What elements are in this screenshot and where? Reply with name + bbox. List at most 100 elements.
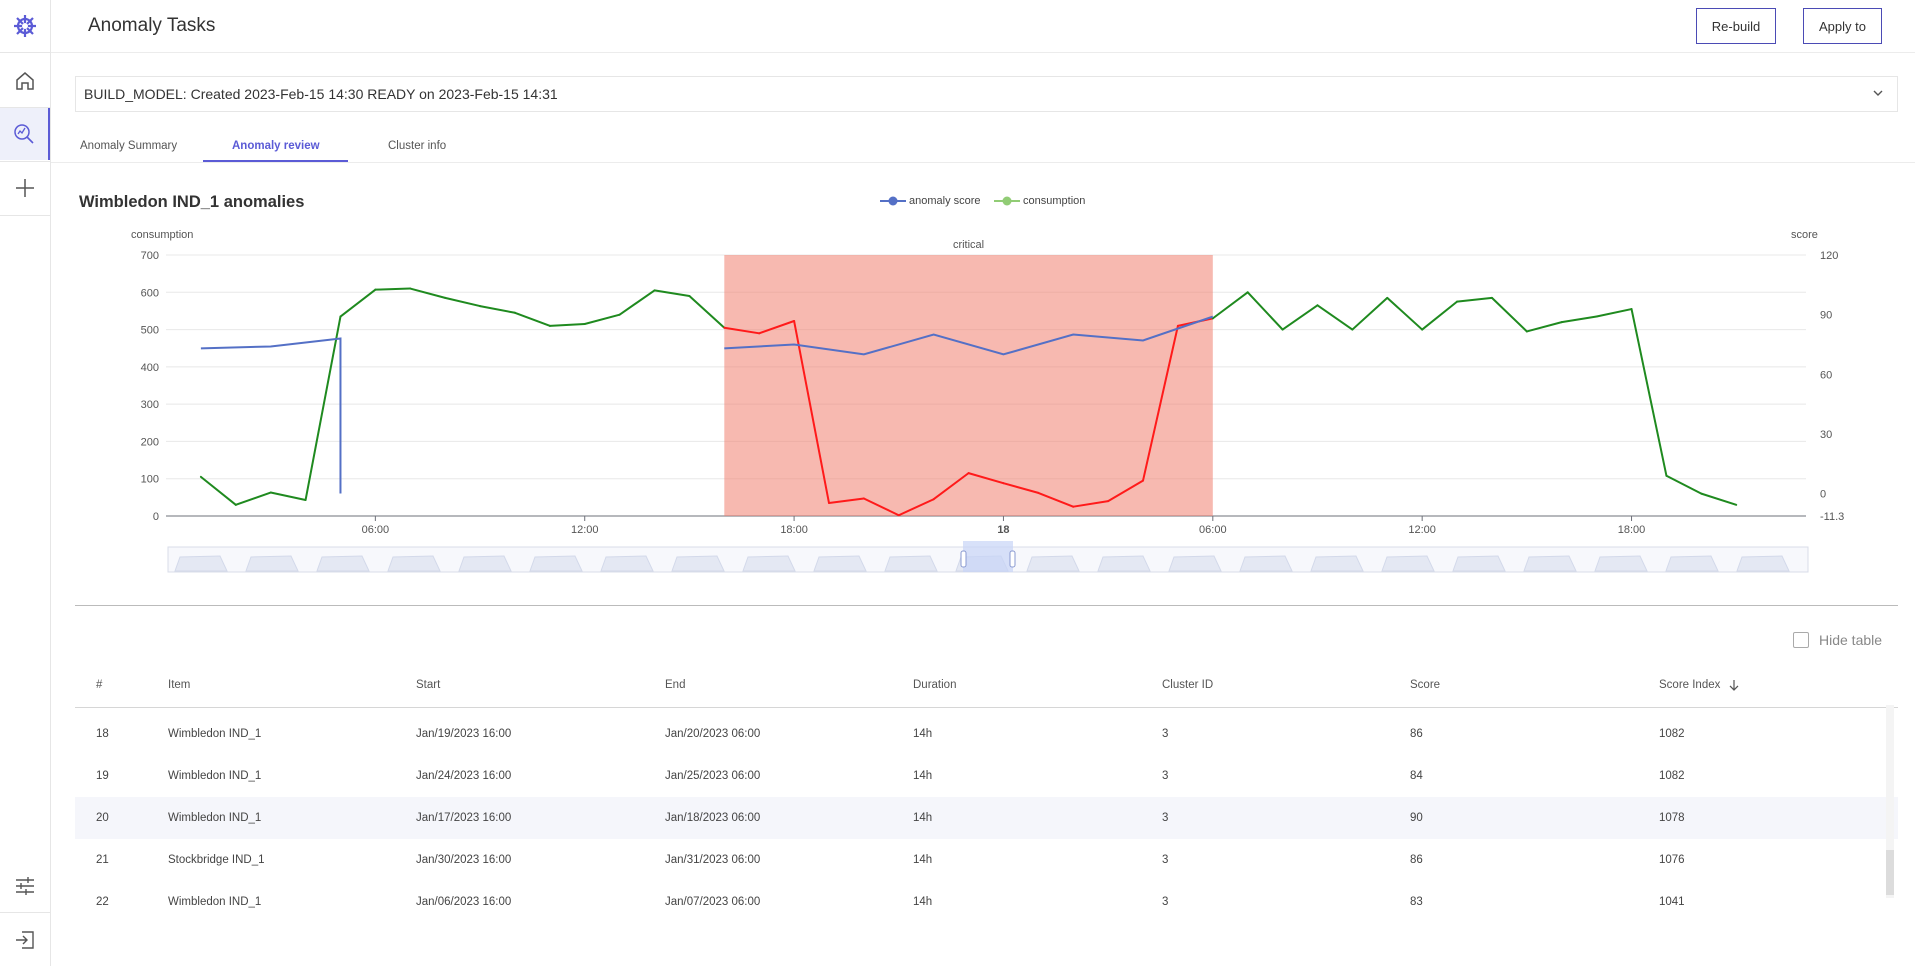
logout-icon[interactable]: [0, 914, 50, 966]
table-row[interactable]: 20 Wimbledon IND_1 Jan/17/2023 16:00 Jan/18…: [75, 797, 1898, 839]
consumption-segment: [1142, 324, 1179, 482]
legend-consumption[interactable]: consumption: [994, 195, 1085, 207]
consumption-segment: [1560, 315, 1598, 324]
brand-logo-icon[interactable]: [0, 0, 50, 52]
consumption-segment: [932, 472, 970, 501]
consumption-segment: [1490, 296, 1528, 333]
col-score[interactable]: Score: [1410, 678, 1441, 691]
rebuild-button[interactable]: Re-build: [1696, 8, 1776, 44]
page-title: Anomaly Tasks: [88, 15, 216, 36]
consumption-segment: [1072, 500, 1110, 508]
consumption-segment: [758, 319, 796, 335]
hide-table-label: Hide table: [1819, 632, 1883, 648]
row-cluster-id: 3: [1162, 812, 1169, 824]
table-row[interactable]: 21 Stockbridge IND_1 Jan/30/2023 16:00 Jan/…: [75, 839, 1898, 881]
row-end: Jan/07/2023 06:00: [665, 896, 761, 908]
table-row[interactable]: 22 Wimbledon IND_1 Jan/06/2023 16:00 Jan/07…: [75, 881, 1898, 923]
right-tick-label: -11.3: [1820, 511, 1844, 523]
row-score: 83: [1410, 896, 1423, 908]
consumption-segment: [862, 497, 900, 517]
consumption-segment: [479, 305, 516, 314]
anomaly-search-icon[interactable]: [0, 108, 50, 160]
col-cluster-id[interactable]: Cluster ID: [1162, 678, 1214, 691]
row-start: Jan/24/2023 16:00: [416, 770, 512, 782]
consumption-segment: [444, 296, 482, 308]
row-duration: 14h: [913, 812, 933, 824]
legend-anomaly-score[interactable]: anomaly score: [880, 195, 981, 207]
row-score-index: 1082: [1659, 770, 1685, 782]
zoom-slider[interactable]: [167, 541, 1809, 573]
right-tick-label: 60: [1820, 369, 1832, 381]
consumption-segment: [304, 315, 342, 501]
x-tick-label: 06:00: [362, 524, 390, 536]
consumption-segment: [1351, 296, 1389, 331]
consumption-segment: [269, 491, 307, 501]
row-cluster-id: 3: [1162, 854, 1169, 866]
table-scrollbar-thumb[interactable]: [1886, 850, 1894, 895]
build-status-text: BUILD_MODEL: Created 2023-Feb-15 14:30 R…: [84, 86, 558, 102]
consumption-segment: [688, 295, 726, 329]
left-tick-label: 0: [153, 511, 159, 523]
table-scrollbar-track[interactable]: [1886, 705, 1894, 898]
consumption-segment: [1456, 296, 1493, 303]
consumption-segment: [1281, 304, 1319, 331]
consumption-segment: [793, 319, 830, 504]
row-item: Stockbridge IND_1: [168, 854, 265, 866]
row-score-index: 1041: [1659, 896, 1685, 908]
left-axis-label: consumption: [131, 229, 193, 241]
consumption-segment: [967, 472, 1005, 485]
zoom-window[interactable]: [963, 541, 1013, 572]
row-number: 18: [96, 728, 109, 740]
consumption-segment: [339, 288, 377, 318]
table-row[interactable]: 19 Wimbledon IND_1 Jan/24/2023 16:00 Jan/25…: [75, 755, 1898, 797]
consumption-segment: [548, 322, 586, 327]
tab-anomaly-summary[interactable]: Anomaly Summary: [80, 140, 178, 152]
apply-to-button[interactable]: Apply to: [1803, 8, 1882, 44]
x-tick-label: 12:00: [1408, 524, 1436, 536]
anomaly-score-line: [200, 337, 342, 494]
right-tick-label: 0: [1820, 489, 1826, 501]
hide-table-toggle[interactable]: Hide table: [1793, 632, 1882, 648]
sliders-icon[interactable]: [0, 860, 50, 912]
row-end: Jan/25/2023 06:00: [665, 770, 761, 782]
consumption-segment: [1211, 291, 1249, 320]
left-tick-label: 600: [141, 287, 159, 299]
col-item[interactable]: Item: [168, 678, 191, 691]
zoom-handle-left[interactable]: [960, 550, 967, 568]
left-tick-label: 700: [141, 250, 159, 262]
x-tick-label: 18: [997, 524, 1009, 536]
zoom-handle-right[interactable]: [1009, 550, 1016, 568]
x-tick-label: 18:00: [780, 524, 808, 536]
row-score: 90: [1410, 812, 1423, 824]
row-duration: 14h: [913, 854, 933, 866]
plus-icon[interactable]: [0, 162, 50, 214]
consumption-segment: [583, 313, 621, 325]
left-tick-label: 400: [141, 362, 159, 374]
col-start[interactable]: Start: [416, 678, 441, 691]
consumption-segment: [1107, 479, 1145, 503]
col-number[interactable]: #: [96, 678, 103, 691]
row-cluster-id: 3: [1162, 896, 1169, 908]
row-number: 20: [96, 812, 109, 824]
tab-cluster-info[interactable]: Cluster info: [388, 140, 447, 152]
col-duration[interactable]: Duration: [913, 678, 957, 691]
row-cluster-id: 3: [1162, 770, 1169, 782]
home-icon[interactable]: [0, 55, 50, 107]
col-end[interactable]: End: [665, 678, 686, 691]
sort-desc-icon[interactable]: [1728, 678, 1740, 691]
consumption-segment: [1665, 474, 1703, 495]
consumption-segment: [374, 287, 412, 291]
row-score-index: 1078: [1659, 812, 1685, 824]
table-row[interactable]: 18 Wimbledon IND_1 Jan/19/2023 16:00 Jan/20…: [75, 713, 1898, 755]
right-axis-label: score: [1791, 229, 1818, 241]
tab-anomaly-review[interactable]: Anomaly review: [232, 140, 320, 152]
consumption-segment: [653, 289, 691, 298]
col-score-index[interactable]: Score Index: [1659, 678, 1740, 691]
consumption-segment: [897, 498, 935, 517]
hide-table-checkbox[interactable]: [1793, 632, 1809, 648]
consumption-segment: [1700, 492, 1738, 506]
row-score: 84: [1410, 770, 1423, 782]
build-status-dropdown[interactable]: BUILD_MODEL: Created 2023-Feb-15 14:30 R…: [75, 76, 1898, 112]
consumption-segment: [1630, 308, 1668, 477]
consumption-segment: [199, 475, 237, 506]
